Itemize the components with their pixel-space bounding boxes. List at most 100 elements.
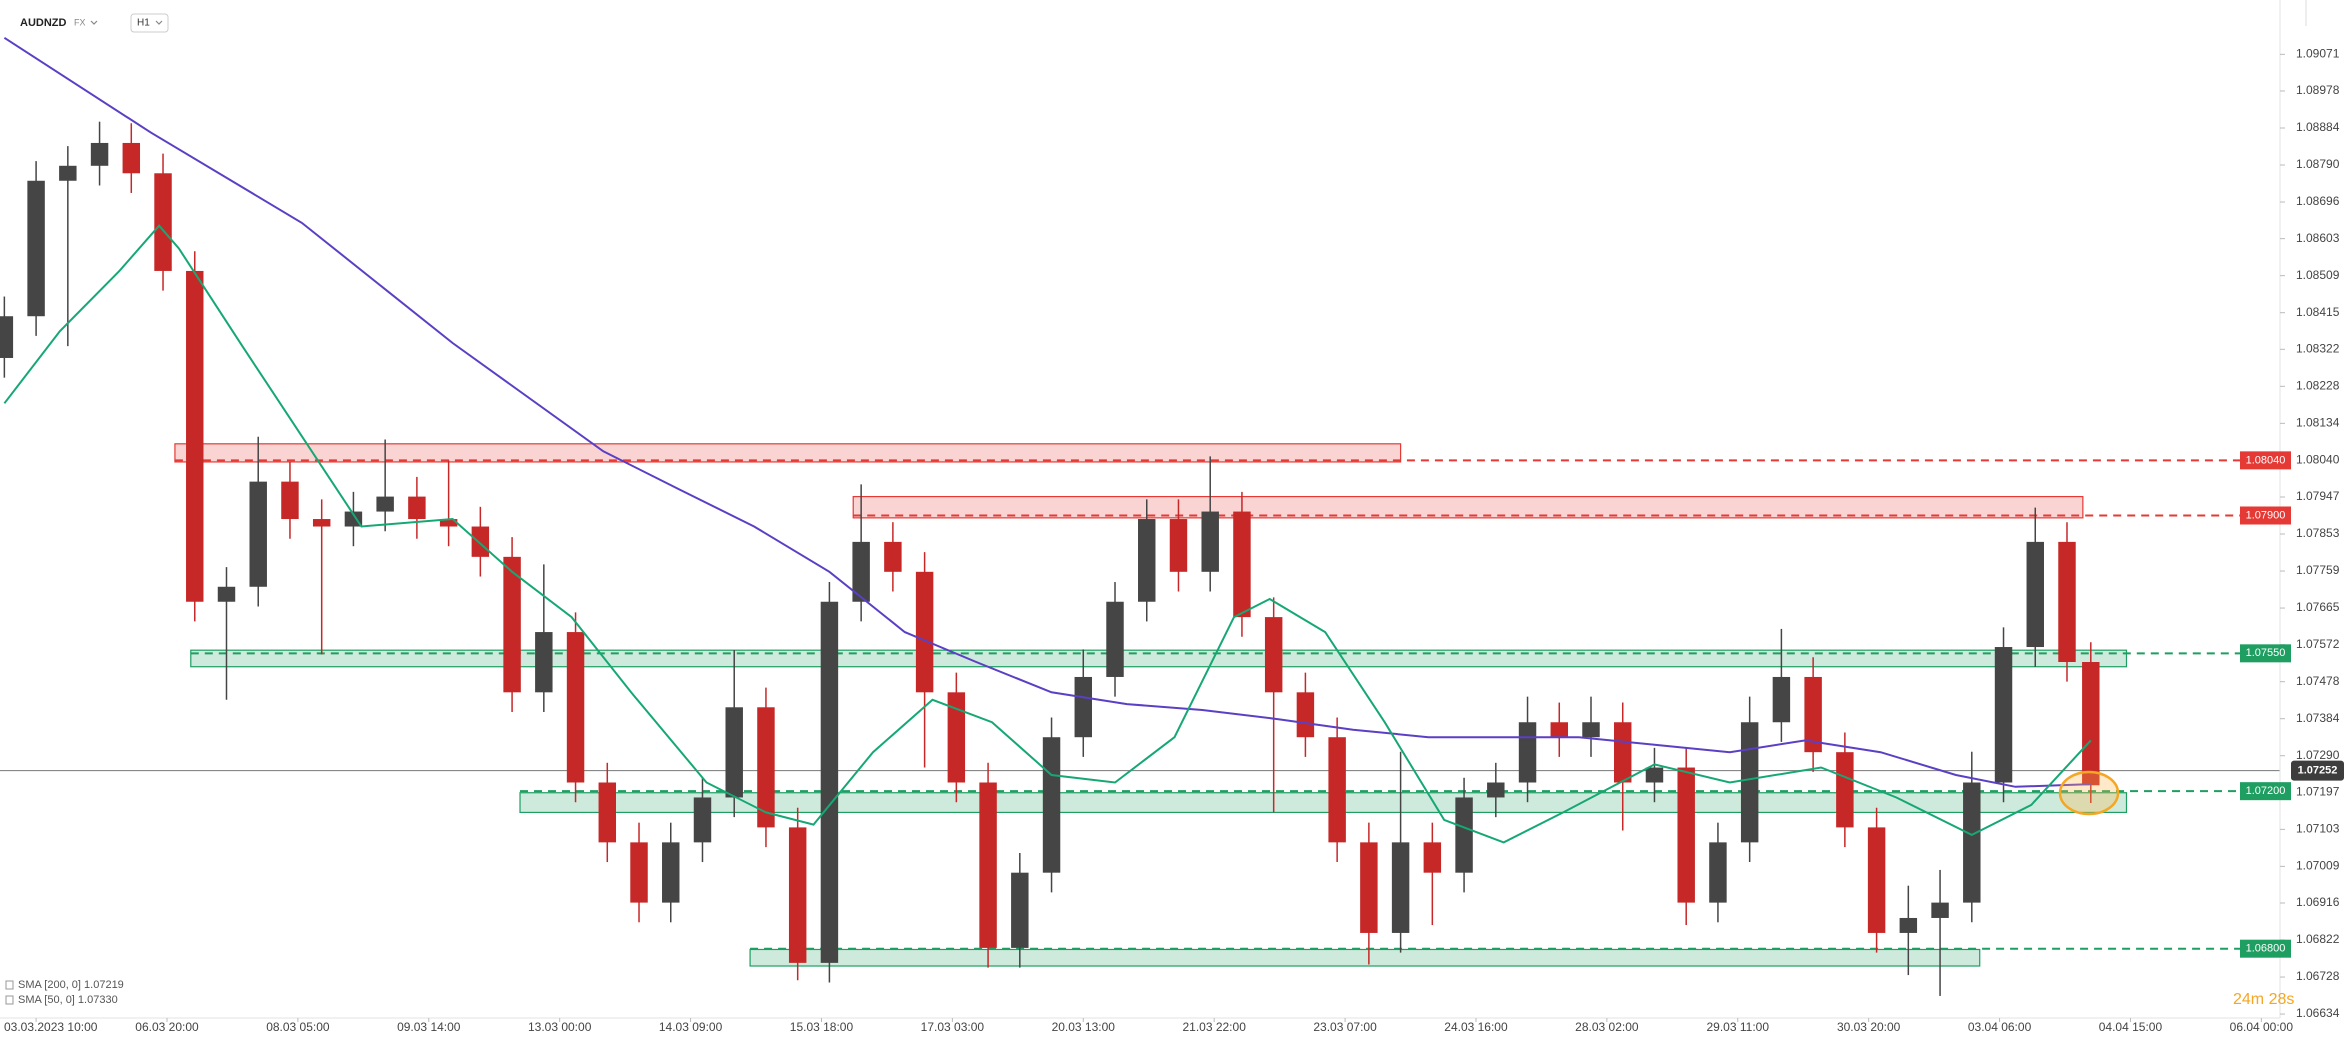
zones-layer bbox=[174, 443, 2128, 967]
candle-body bbox=[0, 316, 14, 358]
y-tick-label: 1.07197 bbox=[2296, 785, 2340, 799]
y-tick-label: 1.08134 bbox=[2296, 416, 2340, 430]
level-label: 1.07200 bbox=[2246, 785, 2286, 797]
candle-body bbox=[1201, 511, 1219, 572]
candles-layer bbox=[0, 121, 2100, 996]
candle-body bbox=[1550, 722, 1568, 738]
legend-entry: SMA [50, 0] 1.07330 bbox=[18, 994, 118, 1006]
y-tick-label: 1.08884 bbox=[2296, 120, 2340, 134]
y-tick-label: 1.08228 bbox=[2296, 378, 2340, 392]
y-tick-label: 1.08790 bbox=[2296, 157, 2340, 171]
candle-body bbox=[2026, 541, 2044, 648]
candle-body bbox=[1836, 752, 1854, 828]
x-tick-label: 23.03 07:00 bbox=[1313, 1020, 1377, 1034]
candle-body bbox=[979, 782, 997, 948]
candle-body bbox=[566, 632, 585, 783]
candle-body bbox=[1582, 722, 1600, 738]
x-tick-label: 08.03 05:00 bbox=[266, 1020, 330, 1034]
candle-body bbox=[154, 173, 172, 271]
x-tick-label: 03.04 06:00 bbox=[1968, 1020, 2032, 1034]
y-tick-label: 1.07009 bbox=[2296, 859, 2340, 873]
candle-body bbox=[1614, 722, 1632, 783]
x-tick-label: 14.03 09:00 bbox=[659, 1020, 723, 1034]
candle-body bbox=[1074, 676, 1093, 738]
candle-body bbox=[1899, 917, 1918, 933]
candle-body bbox=[439, 519, 458, 527]
sma-line bbox=[3, 224, 2092, 844]
interval-box[interactable] bbox=[130, 13, 169, 33]
dropdown-chevron[interactable] bbox=[90, 20, 98, 25]
candle-body bbox=[1264, 617, 1283, 693]
level-label-box bbox=[2240, 782, 2291, 801]
x-tick-label: 17.03 03:00 bbox=[921, 1020, 985, 1034]
highlight-ellipse bbox=[2058, 770, 2120, 816]
overlays-layer bbox=[3, 36, 2092, 844]
y-tick-label: 1.07384 bbox=[2296, 711, 2340, 725]
candle-body bbox=[820, 601, 839, 963]
candle-body bbox=[2082, 661, 2100, 786]
level-label: 1.07550 bbox=[2246, 647, 2286, 659]
legend-icon bbox=[5, 995, 14, 1005]
candle-body bbox=[1772, 676, 1791, 723]
candle-body bbox=[1804, 676, 1822, 753]
zone bbox=[174, 443, 1402, 463]
candle-body bbox=[852, 541, 870, 602]
candle-body bbox=[2058, 541, 2076, 662]
candle-body bbox=[376, 496, 394, 512]
last-price-label: 1.07252 bbox=[2298, 765, 2338, 777]
candle-body bbox=[186, 270, 204, 602]
candle-body bbox=[693, 797, 712, 843]
candle-body bbox=[1423, 842, 1442, 873]
candle-body bbox=[59, 165, 77, 181]
y-tick-label: 1.08978 bbox=[2296, 83, 2340, 97]
y-tick-label: 1.08415 bbox=[2296, 305, 2340, 319]
level-label-box bbox=[2240, 939, 2291, 958]
level-label-box bbox=[2240, 506, 2291, 525]
candle-body bbox=[884, 541, 902, 572]
level-label: 1.07900 bbox=[2246, 509, 2286, 521]
candle-body bbox=[1994, 647, 2013, 783]
candle-body bbox=[90, 142, 109, 166]
interval[interactable]: H1 bbox=[137, 18, 150, 29]
symbol[interactable]: AUDNZD bbox=[20, 17, 66, 29]
candle-body bbox=[1709, 842, 1727, 903]
candle-body bbox=[1328, 737, 1346, 843]
y-tick-label: 1.08509 bbox=[2296, 268, 2340, 282]
candle-body bbox=[1740, 722, 1759, 843]
y-tick-label: 1.08322 bbox=[2296, 341, 2340, 355]
x-tick-label: 15.03 18:00 bbox=[790, 1020, 854, 1034]
market: FX bbox=[74, 17, 86, 27]
x-tick-label: 03.03.2023 10:00 bbox=[4, 1020, 98, 1034]
candle-body bbox=[1487, 782, 1505, 798]
candle-body bbox=[1963, 782, 1981, 903]
y-tick-label: 1.07572 bbox=[2296, 637, 2340, 651]
level-label-box bbox=[2240, 644, 2291, 663]
zone bbox=[519, 792, 2128, 814]
level-label: 1.08040 bbox=[2246, 454, 2286, 466]
x-tick-label: 09.03 14:00 bbox=[397, 1020, 461, 1034]
sma-line bbox=[3, 36, 2091, 788]
y-tick-label: 1.07665 bbox=[2296, 600, 2340, 614]
dropdown-chevron[interactable] bbox=[155, 20, 163, 25]
legend-entry: SMA [200, 0] 1.07219 bbox=[18, 979, 124, 991]
x-tick-label: 30.03 20:00 bbox=[1837, 1020, 1901, 1034]
x-tick-label: 20.03 13:00 bbox=[1052, 1020, 1116, 1034]
candle-body bbox=[725, 707, 743, 798]
candle-body bbox=[1645, 767, 1664, 783]
candle-body bbox=[1169, 519, 1188, 572]
candle-body bbox=[1391, 842, 1410, 933]
candle-body bbox=[249, 481, 267, 587]
candle-body bbox=[1296, 692, 1315, 738]
y-tick-label: 1.07947 bbox=[2296, 489, 2340, 503]
x-tick-label: 21.03 22:00 bbox=[1182, 1020, 1246, 1034]
candle-body bbox=[535, 632, 553, 693]
candle-body bbox=[408, 496, 426, 520]
level-label-box bbox=[2240, 451, 2291, 470]
y-tick-label: 1.06822 bbox=[2296, 932, 2340, 946]
candle-body bbox=[312, 519, 331, 527]
last-price-box bbox=[2291, 760, 2344, 781]
candle-body bbox=[1011, 872, 1029, 948]
level-label: 1.06800 bbox=[2246, 943, 2286, 955]
